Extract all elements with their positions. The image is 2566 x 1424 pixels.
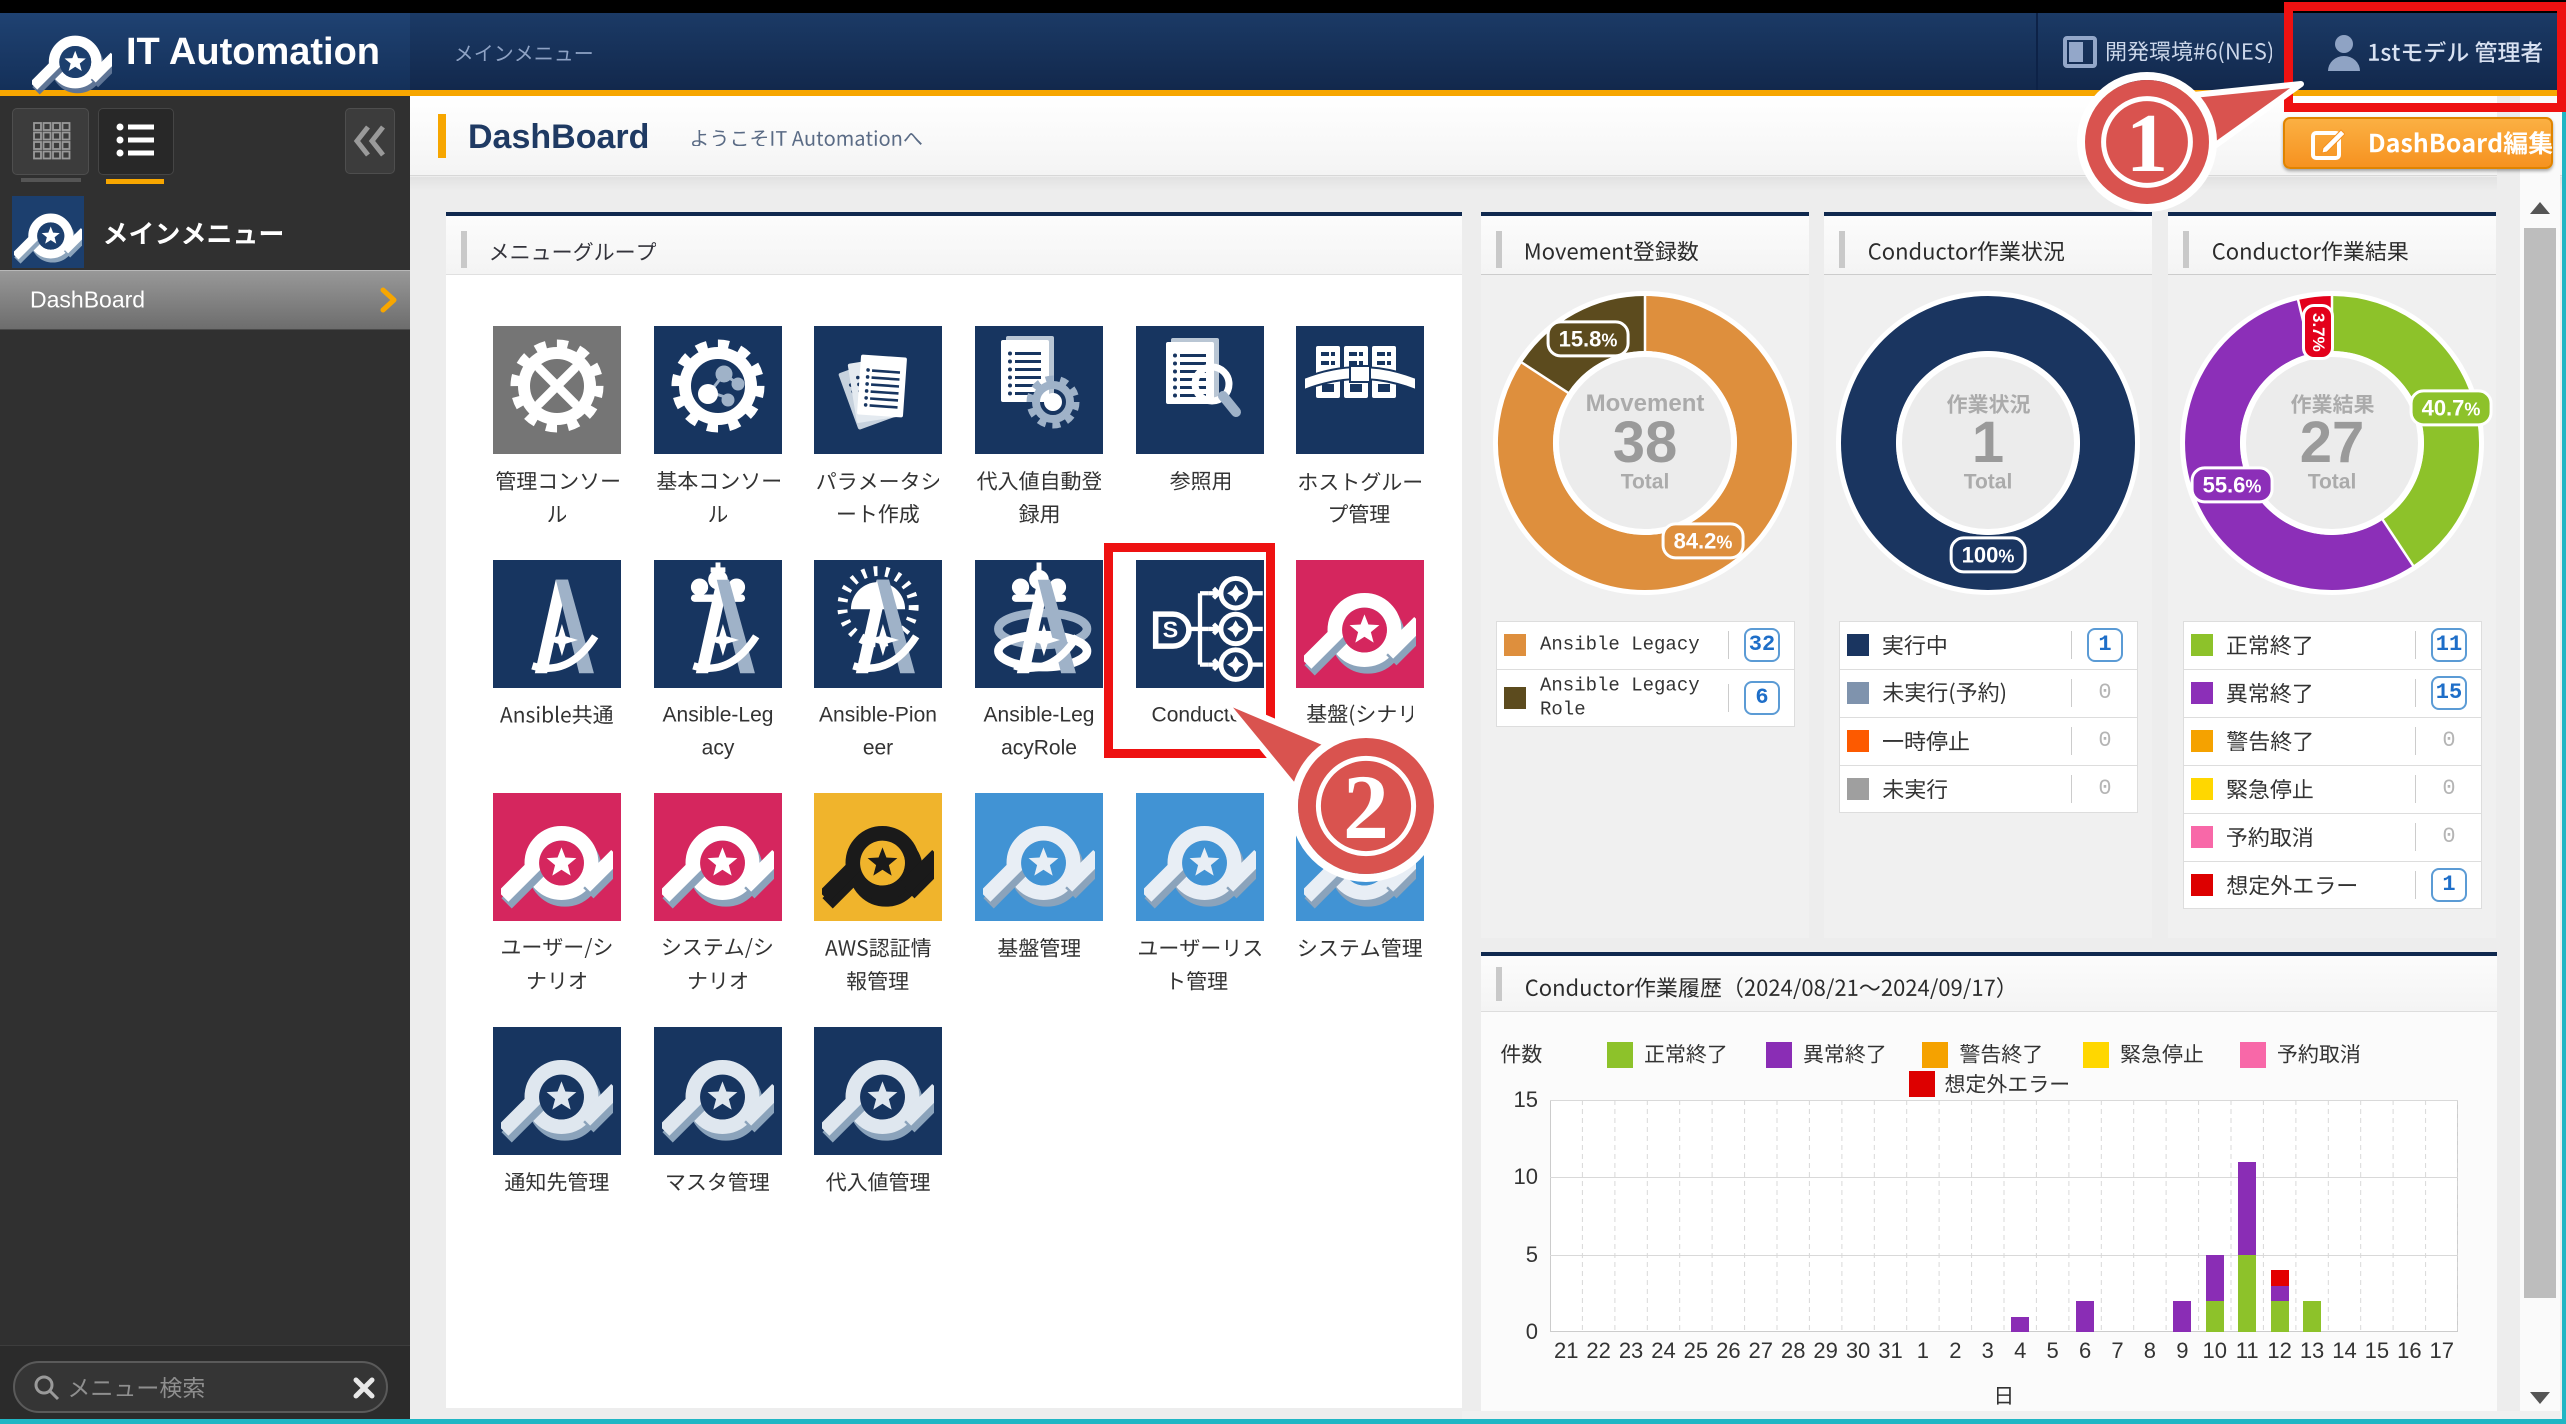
svg-text:S: S: [1163, 617, 1179, 643]
svg-text:2: 2: [1343, 756, 1389, 858]
svg-text:1: 1: [2126, 97, 2168, 190]
